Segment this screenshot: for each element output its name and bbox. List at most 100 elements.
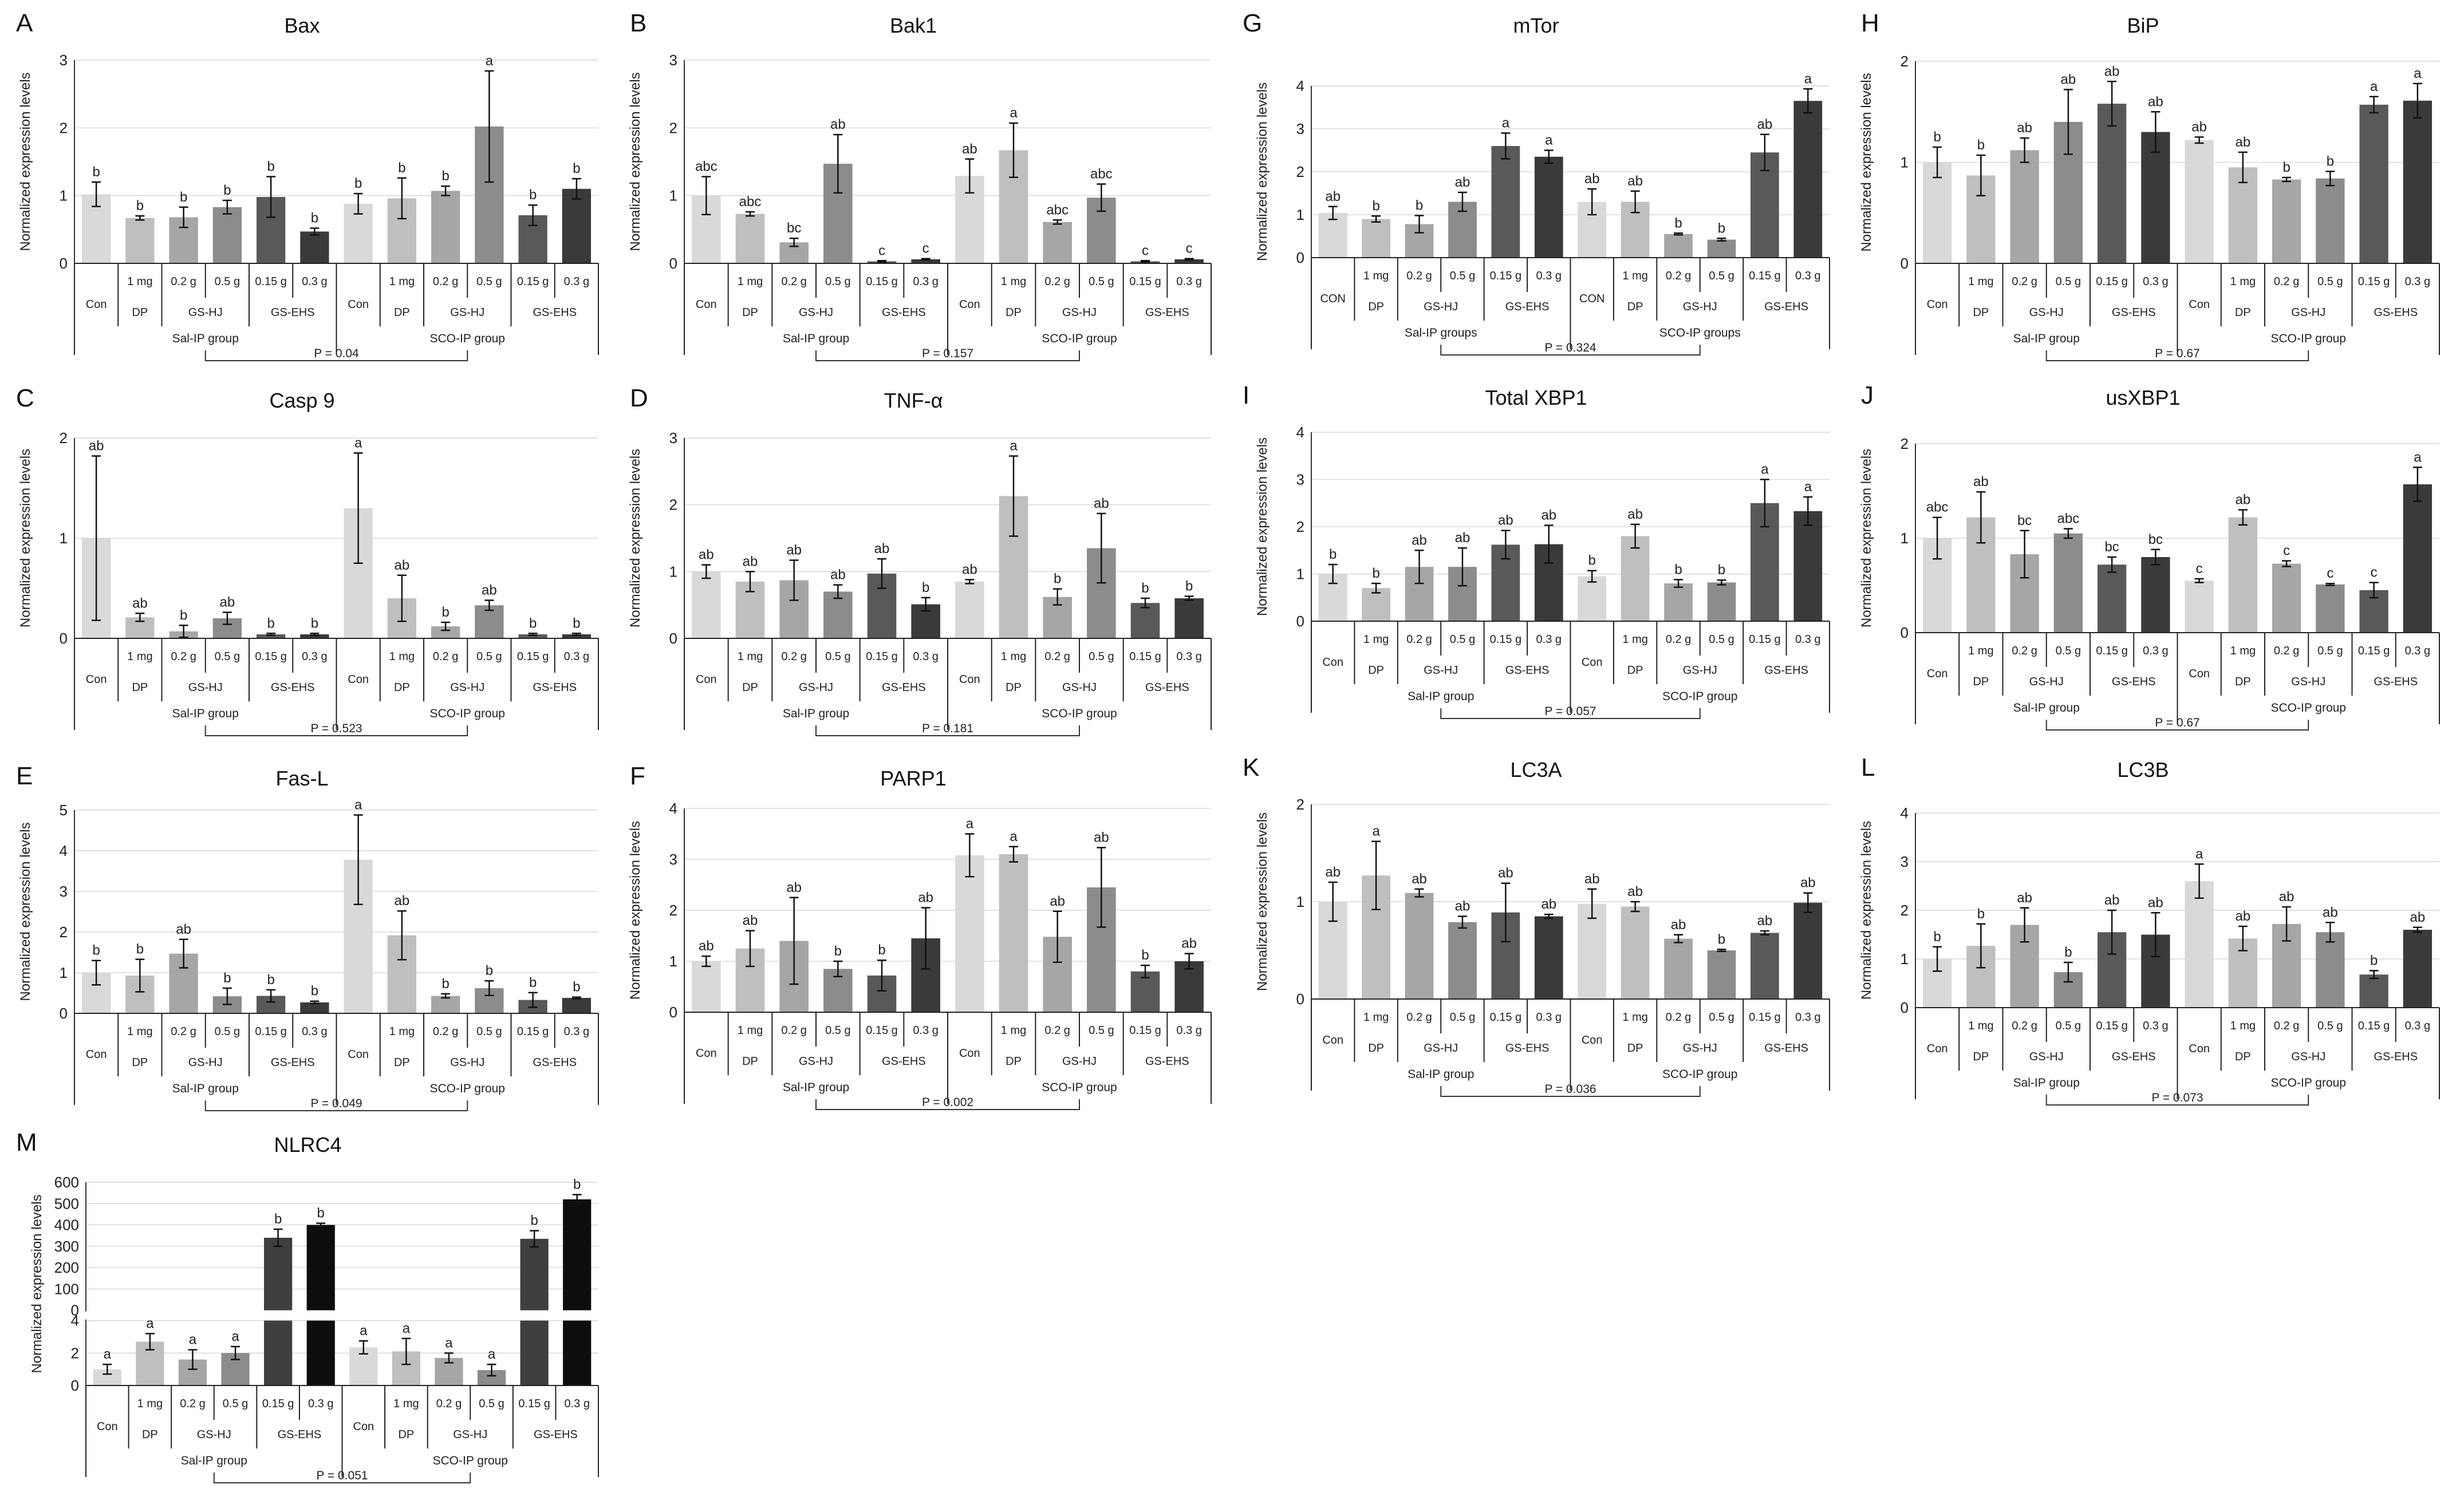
dose-label: 0.2 g (1044, 1024, 1070, 1037)
group-label: SCO-IP group (2270, 701, 2346, 715)
significance-letter: c (922, 241, 929, 256)
category-table: 1 mg 0.2 g 0.5 g 0.15 g 0.3 g 1 mg 0.2 g 0.5 g 0… (1915, 1007, 2440, 1106)
y-tick-label: 3 (669, 851, 677, 868)
dose-label: 1 mg (2230, 645, 2256, 657)
y-tick-label: 0 (71, 1377, 79, 1394)
y-tick-label: 0 (60, 1005, 68, 1022)
panel-title: BiP (2127, 14, 2159, 37)
group-label: Sal-IP group (783, 707, 849, 720)
y-tick-label: 2 (1296, 163, 1304, 180)
significance-letter: ab (1094, 830, 1109, 846)
significance-letter: ab (1412, 871, 1427, 887)
panel-e: E Fas-L Normalized expression levels 0 1 2 3 4 5… (16, 762, 599, 1111)
significance-letter: b (441, 168, 449, 184)
treatment-label: Con (2189, 1043, 2210, 1055)
group-label: SCO-IP group (1042, 1081, 1117, 1094)
treatment-label: Con (348, 673, 369, 686)
dose-label: 0.5 g (1450, 1011, 1475, 1024)
significance-letter: b (573, 980, 580, 995)
y-tick-label: 1 (669, 953, 677, 970)
group-label: Sal-IP groups (1405, 326, 1477, 340)
p-value-label: P = 0.049 (310, 1097, 362, 1110)
bar (1534, 156, 1563, 258)
dose-label: 0.5 g (476, 1025, 502, 1038)
significance-letter: ab (1498, 513, 1513, 528)
dose-label: 0.2 g (1666, 1011, 1691, 1024)
bar (2403, 484, 2433, 633)
significance-letter: ab (1325, 864, 1341, 880)
p-value-bracket (1440, 708, 1701, 719)
category-table: 1 mg 0.2 g 0.5 g 0.15 g 0.3 g 1 mg 0.2 g 0.5 g 0… (1311, 621, 1830, 719)
bar (1174, 598, 1204, 638)
bar (2185, 140, 2214, 263)
bar (1362, 588, 1391, 621)
bar (2228, 517, 2258, 633)
y-tick-label: 3 (1901, 853, 1909, 870)
y-tick-label: 0 (60, 630, 68, 647)
y-tick-label: 3 (60, 883, 68, 900)
treatment-label: GS-HJ (197, 1428, 231, 1441)
treatment-label: GS-HJ (2029, 1051, 2064, 1063)
treatment-label: GS-HJ (2291, 676, 2325, 688)
dose-label: 0.15 g (1129, 1024, 1161, 1037)
y-tick-label: 1 (1296, 206, 1304, 223)
treatment-label: DP (742, 306, 758, 319)
bar (1318, 213, 1347, 258)
dose-label: 1 mg (389, 650, 415, 663)
significance-letter: ab (1973, 474, 1989, 490)
treatment-label: GS-HJ (1062, 681, 1097, 694)
significance-letter: a (2414, 66, 2422, 81)
bar (692, 571, 721, 638)
significance-letter: b (1977, 137, 1985, 153)
p-value-bracket (204, 1100, 468, 1111)
significance-letter: b (311, 210, 318, 226)
treatment-label: GS-HJ (2291, 306, 2325, 319)
dose-label: 0.2 g (2012, 645, 2037, 657)
y-tick-label: 100 (54, 1280, 79, 1297)
bar-lower (306, 1320, 335, 1385)
treatment-label: GS-EHS (2112, 676, 2156, 688)
dose-label: 0.15 g (1490, 1011, 1522, 1024)
panel-letter: A (16, 9, 33, 37)
bar (562, 188, 592, 263)
bar (2272, 179, 2301, 263)
significance-letter: b (573, 161, 580, 176)
y-tick-label: 4 (1901, 804, 1909, 822)
dose-label: 0.3 g (2405, 1020, 2430, 1032)
bar (1707, 239, 1736, 258)
dose-label: 0.5 g (825, 1024, 850, 1037)
category-table: 1 mg 0.2 g 0.5 g 0.15 g 0.3 g 1 mg 0.2 g 0.5 g 0… (74, 1013, 599, 1111)
bar (520, 1238, 549, 1310)
dose-label: 0.5 g (1089, 1024, 1114, 1037)
p-value-label: P = 0.051 (316, 1469, 368, 1482)
significance-letter: a (1372, 824, 1380, 839)
group-label: SCO-IP group (2270, 332, 2346, 345)
significance-letter: a (2195, 846, 2203, 862)
treatment-label: GS-EHS (1145, 306, 1189, 319)
treatment-label: Con (2189, 668, 2210, 680)
significance-letter: b (878, 942, 885, 958)
treatment-label: GS-HJ (1424, 301, 1458, 313)
significance-letter: ab (962, 141, 977, 157)
bar (264, 1237, 293, 1310)
bar (1750, 933, 1779, 999)
group-label: SCO-IP group (429, 707, 505, 720)
treatment-label: Con (97, 1420, 118, 1433)
significance-letter: ab (1181, 936, 1197, 952)
significance-letter: ab (2017, 890, 2032, 906)
y-tick-label: 0 (1296, 990, 1304, 1008)
bar (518, 634, 547, 638)
group-label: SCO-IP group (2270, 1076, 2346, 1089)
significance-letter: bc (787, 220, 801, 236)
bar (256, 634, 286, 638)
dose-label: 0.15 g (518, 1398, 550, 1410)
dose-label: 0.5 g (2056, 275, 2081, 288)
panel-title: usXBP1 (2106, 386, 2180, 409)
dose-label: 0.15 g (1749, 270, 1781, 282)
significance-letter: b (1674, 215, 1682, 231)
dose-label: 0.2 g (171, 1025, 196, 1038)
p-value-bracket (815, 1099, 1080, 1110)
